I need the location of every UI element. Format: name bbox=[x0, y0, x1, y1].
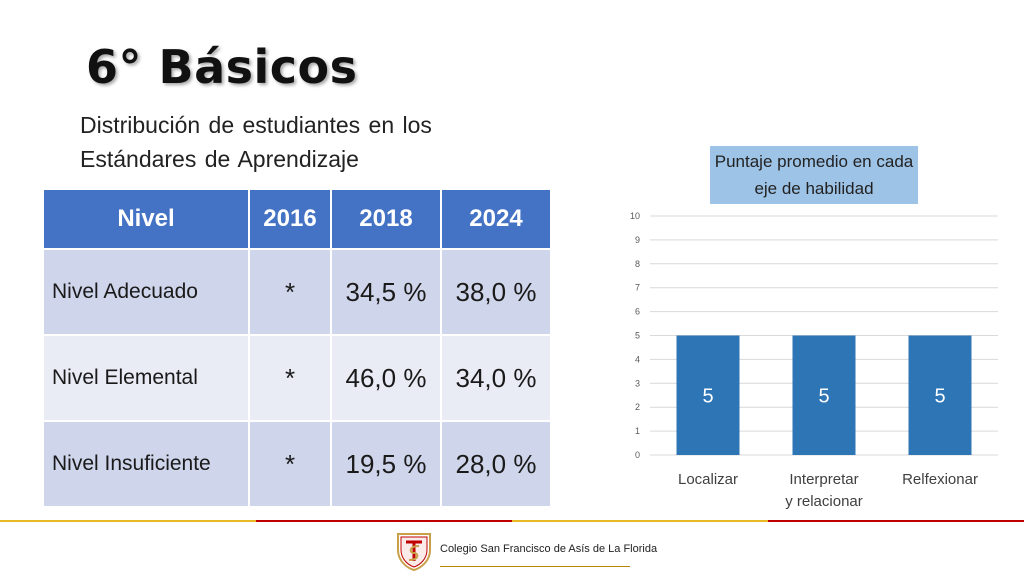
bar bbox=[676, 335, 740, 455]
value-cell-2024: 34,0 % bbox=[442, 336, 550, 420]
x-tick-label: y relacionar bbox=[785, 493, 863, 510]
x-tick-label: Relfexionar bbox=[902, 471, 978, 488]
data-label: 5 bbox=[702, 385, 713, 407]
data-label: 5 bbox=[934, 385, 945, 407]
y-tick-label: 4 bbox=[635, 354, 640, 364]
y-tick-label: 0 bbox=[635, 450, 640, 460]
footer-divider bbox=[0, 520, 256, 522]
bar bbox=[792, 335, 856, 455]
page-title: 6° Básicos bbox=[86, 40, 358, 94]
bar bbox=[908, 335, 972, 455]
header-2016: 2016 bbox=[250, 190, 330, 248]
level-cell: Nivel Adecuado bbox=[44, 250, 248, 334]
value-cell-2016: * bbox=[250, 422, 330, 506]
data-label: 5 bbox=[818, 385, 829, 407]
value-cell-2024: 38,0 % bbox=[442, 250, 550, 334]
value-cell-2018: 19,5 % bbox=[332, 422, 440, 506]
header-nivel: Nivel bbox=[44, 190, 248, 248]
footer-school-name: Colegio San Francisco de Asís de La Flor… bbox=[440, 543, 658, 555]
header-2018: 2018 bbox=[332, 190, 440, 248]
value-cell-2018: 46,0 % bbox=[332, 336, 440, 420]
y-tick-label: 8 bbox=[635, 259, 640, 269]
page-subtitle: Distribución de estudiantes en los Están… bbox=[80, 112, 432, 172]
y-tick-label: 2 bbox=[635, 402, 640, 412]
footer-divider bbox=[256, 520, 512, 522]
x-tick-label: Interpretar bbox=[789, 471, 858, 488]
school-crest-icon bbox=[397, 533, 431, 572]
standards-table: Nivel 2016 2018 2024 Nivel Adecuado * 34… bbox=[42, 188, 552, 508]
chart-title: Puntaje promedio en cada eje de habilida… bbox=[710, 146, 918, 204]
value-cell-2018: 34,5 % bbox=[332, 250, 440, 334]
x-tick-label: Localizar bbox=[678, 471, 738, 488]
y-tick-label: 1 bbox=[635, 426, 640, 436]
y-tick-label: 5 bbox=[635, 331, 640, 341]
y-tick-label: 3 bbox=[635, 378, 640, 388]
value-cell-2016: * bbox=[250, 250, 330, 334]
table-row: Nivel Insuficiente * 19,5 % 28,0 % bbox=[44, 422, 550, 506]
y-tick-label: 7 bbox=[635, 283, 640, 293]
footer-underline bbox=[440, 566, 630, 567]
footer-divider bbox=[768, 520, 1024, 522]
y-tick-label: 6 bbox=[635, 307, 640, 317]
value-cell-2016: * bbox=[250, 336, 330, 420]
level-cell: Nivel Elemental bbox=[44, 336, 248, 420]
y-tick-label: 9 bbox=[635, 235, 640, 245]
value-cell-2024: 28,0 % bbox=[442, 422, 550, 506]
footer-divider bbox=[512, 520, 768, 522]
level-cell: Nivel Insuficiente bbox=[44, 422, 248, 506]
table-row: Nivel Adecuado * 34,5 % 38,0 % bbox=[44, 250, 550, 334]
header-2024: 2024 bbox=[442, 190, 550, 248]
table-header-row: Nivel 2016 2018 2024 bbox=[44, 190, 550, 248]
table-row: Nivel Elemental * 46,0 % 34,0 % bbox=[44, 336, 550, 420]
bar-chart: 0 1 2 3 4 5 6 7 8 9 10 5 Localizar 5 Interpretar y rela… bbox=[630, 211, 998, 510]
y-tick-label: 10 bbox=[630, 211, 640, 221]
